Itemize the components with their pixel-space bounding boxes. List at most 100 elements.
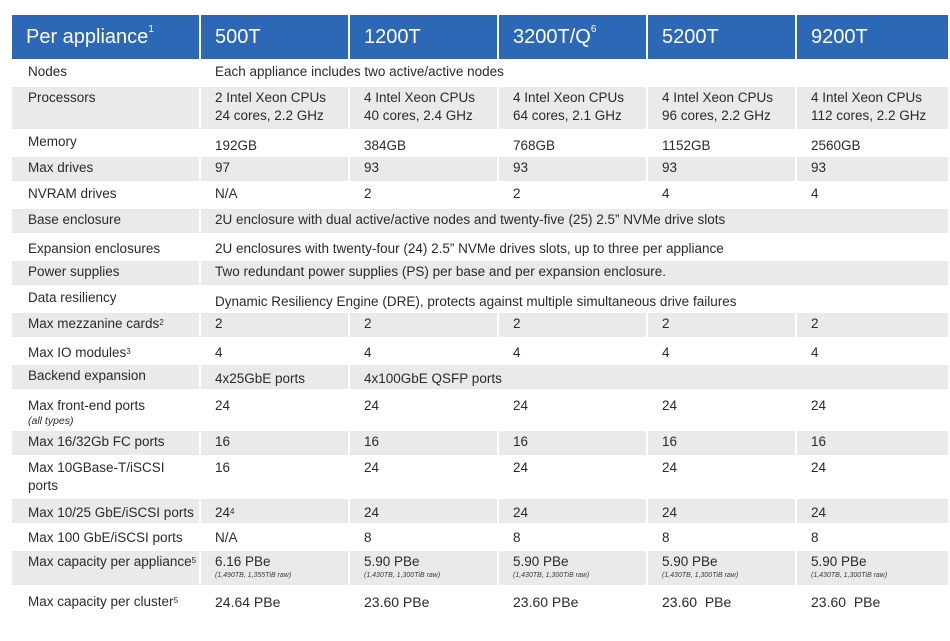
cell: 24 xyxy=(350,391,497,429)
row-power-supplies: Power supplies Two redundant power suppl… xyxy=(12,261,948,285)
cell: 4x25GbE ports xyxy=(201,365,348,389)
row-label: Backend expansion xyxy=(12,365,199,389)
cell: 24 xyxy=(797,457,948,497)
cell: 23.60 PBe xyxy=(350,587,497,613)
row-value: Each appliance includes two active/activ… xyxy=(201,61,948,85)
cell: N/A xyxy=(201,183,348,207)
cell: 16 xyxy=(201,457,348,497)
cell: 4 xyxy=(648,339,795,363)
row-10gbase-t-ports: Max 10GBase-T/iSCSI ports 16 24 24 24 24 xyxy=(12,457,948,497)
cell: 5.90 PBe (1,430TB, 1,300TiB raw) xyxy=(499,551,646,585)
row-value: Dynamic Resiliency Engine (DRE), protect… xyxy=(201,287,948,311)
row-label: Max 10GBase-T/iSCSI ports xyxy=(12,457,199,497)
cell: 4 Intel Xeon CPUs 112 cores, 2.2 GHz xyxy=(797,87,948,129)
cell: 4 xyxy=(797,339,948,363)
row-data-resiliency: Data resiliency Dynamic Resiliency Engin… xyxy=(12,287,948,311)
cell: 4 Intel Xeon CPUs 64 cores, 2.1 GHz xyxy=(499,87,646,129)
row-label: Data resiliency xyxy=(12,287,199,311)
cell: 23.60 PBe xyxy=(499,587,646,613)
cell: 24 xyxy=(648,391,795,429)
cell: 23.60 PBe xyxy=(797,587,948,613)
cell: 4 xyxy=(797,183,948,207)
cell: 2 xyxy=(201,313,348,337)
cell: 93 xyxy=(648,157,795,181)
cell: 16 xyxy=(648,431,795,455)
cell: 24 xyxy=(201,391,348,429)
cell: 2 xyxy=(350,313,497,337)
row-label: Power supplies xyxy=(12,261,199,285)
cell: 5.90 PBe (1,430TB, 1,300TiB raw) xyxy=(797,551,948,585)
cell: 2 xyxy=(648,313,795,337)
row-label: Max IO modules3 xyxy=(12,339,199,363)
cell: 24 xyxy=(350,499,497,523)
row-mezzanine-cards: Max mezzanine cards2 2 2 2 2 2 xyxy=(12,313,948,337)
cell: 8 xyxy=(499,525,646,549)
row-capacity-per-cluster: Max capacity per cluster5 24.64 PBe 23.6… xyxy=(12,587,948,613)
appliance-spec-table: Per appliance1 500T 1200T 3200T/Q6 5200T… xyxy=(10,13,950,615)
cell: 768GB xyxy=(499,131,646,155)
header-model-5200t: 5200T xyxy=(648,15,795,59)
row-label: Max front-end ports (all types) xyxy=(12,391,199,429)
cell: 24 xyxy=(797,391,948,429)
header-model-500t: 500T xyxy=(201,15,348,59)
row-capacity-per-appliance: Max capacity per appliance5 6.16 PBe (1,4… xyxy=(12,551,948,585)
row-label: Max drives xyxy=(12,157,199,181)
cell: 2 Intel Xeon CPUs 24 cores, 2.2 GHz xyxy=(201,87,348,129)
cell: 24 xyxy=(797,499,948,523)
row-label: NVRAM drives xyxy=(12,183,199,207)
header-row: Per appliance1 500T 1200T 3200T/Q6 5200T… xyxy=(12,15,948,59)
row-label: Max 16/32Gb FC ports xyxy=(12,431,199,455)
row-label: Expansion enclosures xyxy=(12,235,199,259)
header-per-appliance: Per appliance1 xyxy=(12,15,199,59)
row-label: Max capacity per appliance5 xyxy=(12,551,199,585)
cell: 384GB xyxy=(350,131,497,155)
cell: 5.90 PBe (1,430TB, 1,300TiB raw) xyxy=(648,551,795,585)
cell: 24 xyxy=(499,391,646,429)
row-nodes: Nodes Each appliance includes two active… xyxy=(12,61,948,85)
row-backend-expansion: Backend expansion 4x25GbE ports 4x100GbE… xyxy=(12,365,948,389)
cell: 16 xyxy=(499,431,646,455)
row-io-modules: Max IO modules3 4 4 4 4 4 xyxy=(12,339,948,363)
cell: 8 xyxy=(350,525,497,549)
cell: 1152GB xyxy=(648,131,795,155)
cell: 4 Intel Xeon CPUs 40 cores, 2.4 GHz xyxy=(350,87,497,129)
row-processors: Processors 2 Intel Xeon CPUs 24 cores, 2.… xyxy=(12,87,948,129)
cell: 5.90 PBe (1,430TB, 1,300TiB raw) xyxy=(350,551,497,585)
cell: 2 xyxy=(350,183,497,207)
row-label: Max capacity per cluster5 xyxy=(12,587,199,613)
cell: 16 xyxy=(797,431,948,455)
cell: 24 xyxy=(350,457,497,497)
cell: 24 xyxy=(648,457,795,497)
cell: N/A xyxy=(201,525,348,549)
row-nvram-drives: NVRAM drives N/A 2 2 4 4 xyxy=(12,183,948,207)
row-fc-ports: Max 16/32Gb FC ports 16 16 16 16 16 xyxy=(12,431,948,455)
cell: 4 Intel Xeon CPUs 96 cores, 2.2 GHz xyxy=(648,87,795,129)
row-label: Base enclosure xyxy=(12,209,199,233)
cell: 93 xyxy=(797,157,948,181)
row-label: Max 10/25 GbE/iSCSI ports xyxy=(12,499,199,523)
cell: 244 xyxy=(201,499,348,523)
row-max-drives: Max drives 97 93 93 93 93 xyxy=(12,157,948,181)
cell: 24 xyxy=(499,457,646,497)
row-label: Max mezzanine cards2 xyxy=(12,313,199,337)
row-label: Processors xyxy=(12,87,199,129)
row-label: Max 100 GbE/iSCSI ports xyxy=(12,525,199,549)
cell: 23.60 PBe xyxy=(648,587,795,613)
cell: 2 xyxy=(499,313,646,337)
row-value: 2U enclosure with dual active/active nod… xyxy=(201,209,948,233)
row-value: 2U enclosures with twenty-four (24) 2.5”… xyxy=(201,235,948,259)
row-100gbe-ports: Max 100 GbE/iSCSI ports N/A 8 8 8 8 xyxy=(12,525,948,549)
row-25gbe-ports: Max 10/25 GbE/iSCSI ports 244 24 24 24 2… xyxy=(12,499,948,523)
row-value: Two redundant power supplies (PS) per ba… xyxy=(201,261,948,285)
row-base-enclosure: Base enclosure 2U enclosure with dual ac… xyxy=(12,209,948,233)
cell: 2560GB xyxy=(797,131,948,155)
cell: 24 xyxy=(499,499,646,523)
cell: 16 xyxy=(201,431,348,455)
cell: 4 xyxy=(648,183,795,207)
cell: 97 xyxy=(201,157,348,181)
row-front-end-ports: Max front-end ports (all types) 24 24 24 … xyxy=(12,391,948,429)
header-model-1200t: 1200T xyxy=(350,15,497,59)
cell: 2 xyxy=(499,183,646,207)
cell: 4 xyxy=(201,339,348,363)
cell: 4 xyxy=(499,339,646,363)
